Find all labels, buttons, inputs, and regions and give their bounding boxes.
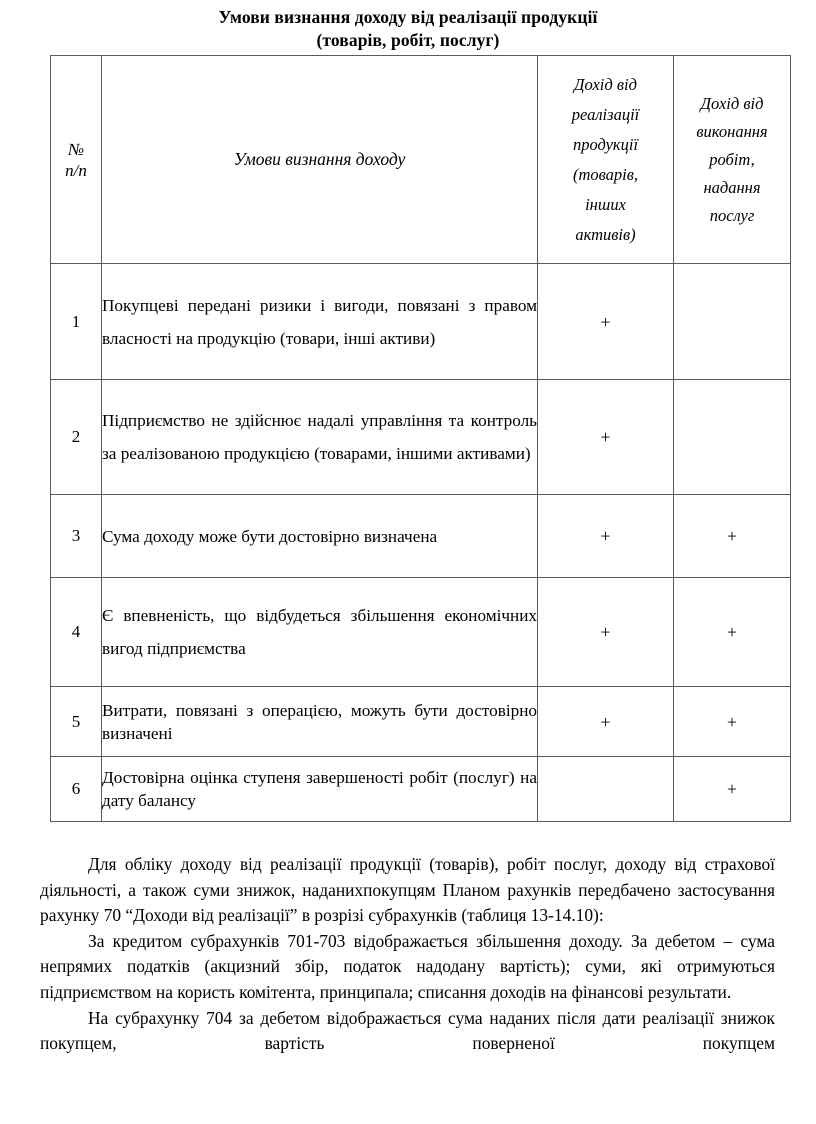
work-income-line-4: надання [703,177,761,197]
product-income-line-1: Дохід від [574,74,637,94]
table-header-row: № п/п Умови визнання доходу Дохід від ре… [50,55,791,264]
paragraph-2: За кредитом субрахунків 701-703 відображ… [40,930,775,1002]
product-income-line-2: реалізації [571,104,640,124]
row-product-income-mark: + [537,494,674,578]
work-income-line-2: виконання [696,121,768,141]
paragraph-3: На субрахунку 704 за дебетом відображаєт… [40,1007,775,1054]
row-condition: Витрати, повязані з операцією, можуть бу… [101,686,538,757]
row-product-income-mark: + [537,263,674,380]
column-header-number-line-1: № [67,139,85,159]
column-header-product-income: Дохід від реалізації продукції (товарів,… [537,55,674,264]
row-work-income-mark: + [673,577,791,687]
paragraph-1: Для обліку доходу від реалізації продукц… [40,854,775,926]
column-header-number-line-2: п/п [65,160,87,180]
product-income-line-4: (товарів, [572,164,639,184]
row-work-income-mark: + [673,494,791,578]
conditions-table-container: № п/п Умови визнання доходу Дохід від ре… [50,55,791,822]
row-number: 5 [50,686,102,757]
row-condition: Підприємство не здійснює надалі управлін… [101,379,538,495]
table-row: 5 Витрати, повязані з операцією, можуть … [50,686,791,757]
table-row: 3 Сума доходу може бути достовірно визна… [50,494,791,578]
row-condition: Достовірна оцінка ступеня завершеності р… [101,756,538,822]
table-row: 6 Достовірна оцінка ступеня завершеності… [50,756,791,822]
row-condition: Покупцеві передані ризики і вигоди, повя… [101,263,538,380]
row-number: 1 [50,263,102,380]
conditions-table: № п/п Умови визнання доходу Дохід від ре… [50,55,791,822]
row-work-income-mark: + [673,686,791,757]
page-title: Умови визнання доходу від реалізації про… [0,0,816,52]
table-row: 4 Є впевненість, що відбудеться збільшен… [50,577,791,687]
product-income-line-5: інших [585,194,626,214]
row-number: 6 [50,756,102,822]
row-number: 4 [50,577,102,687]
product-income-line-3: продукції [572,134,639,154]
row-condition: Є впевненість, що відбудеться збільшення… [101,577,538,687]
page-title-line-2: (товарів, робіт, послуг) [316,30,500,50]
row-condition: Сума доходу може бути достовірно визначе… [101,494,538,578]
row-number: 3 [50,494,102,578]
work-income-line-3: робіт, [709,149,755,169]
product-income-line-6: активів) [575,224,636,244]
row-work-income-mark [673,263,791,380]
column-header-condition: Умови визнання доходу [101,55,538,264]
row-work-income-mark: + [673,756,791,822]
row-product-income-mark [537,756,674,822]
row-product-income-mark: + [537,686,674,757]
row-product-income-mark: + [537,577,674,687]
row-work-income-mark [673,379,791,495]
row-product-income-mark: + [537,379,674,495]
work-income-line-1: Дохід від [700,93,764,113]
body-text: Для обліку доходу від реалізації продукц… [40,852,775,1057]
page-title-line-1: Умови визнання доходу від реалізації про… [218,7,598,27]
row-number: 2 [50,379,102,495]
column-header-work-income: Дохід від виконання робіт, надання послу… [673,55,791,264]
table-row: 2 Підприємство не здійснює надалі управл… [50,379,791,495]
work-income-line-5: послуг [709,205,755,225]
column-header-number: № п/п [50,55,102,264]
table-row: 1 Покупцеві передані ризики і вигоди, по… [50,263,791,380]
